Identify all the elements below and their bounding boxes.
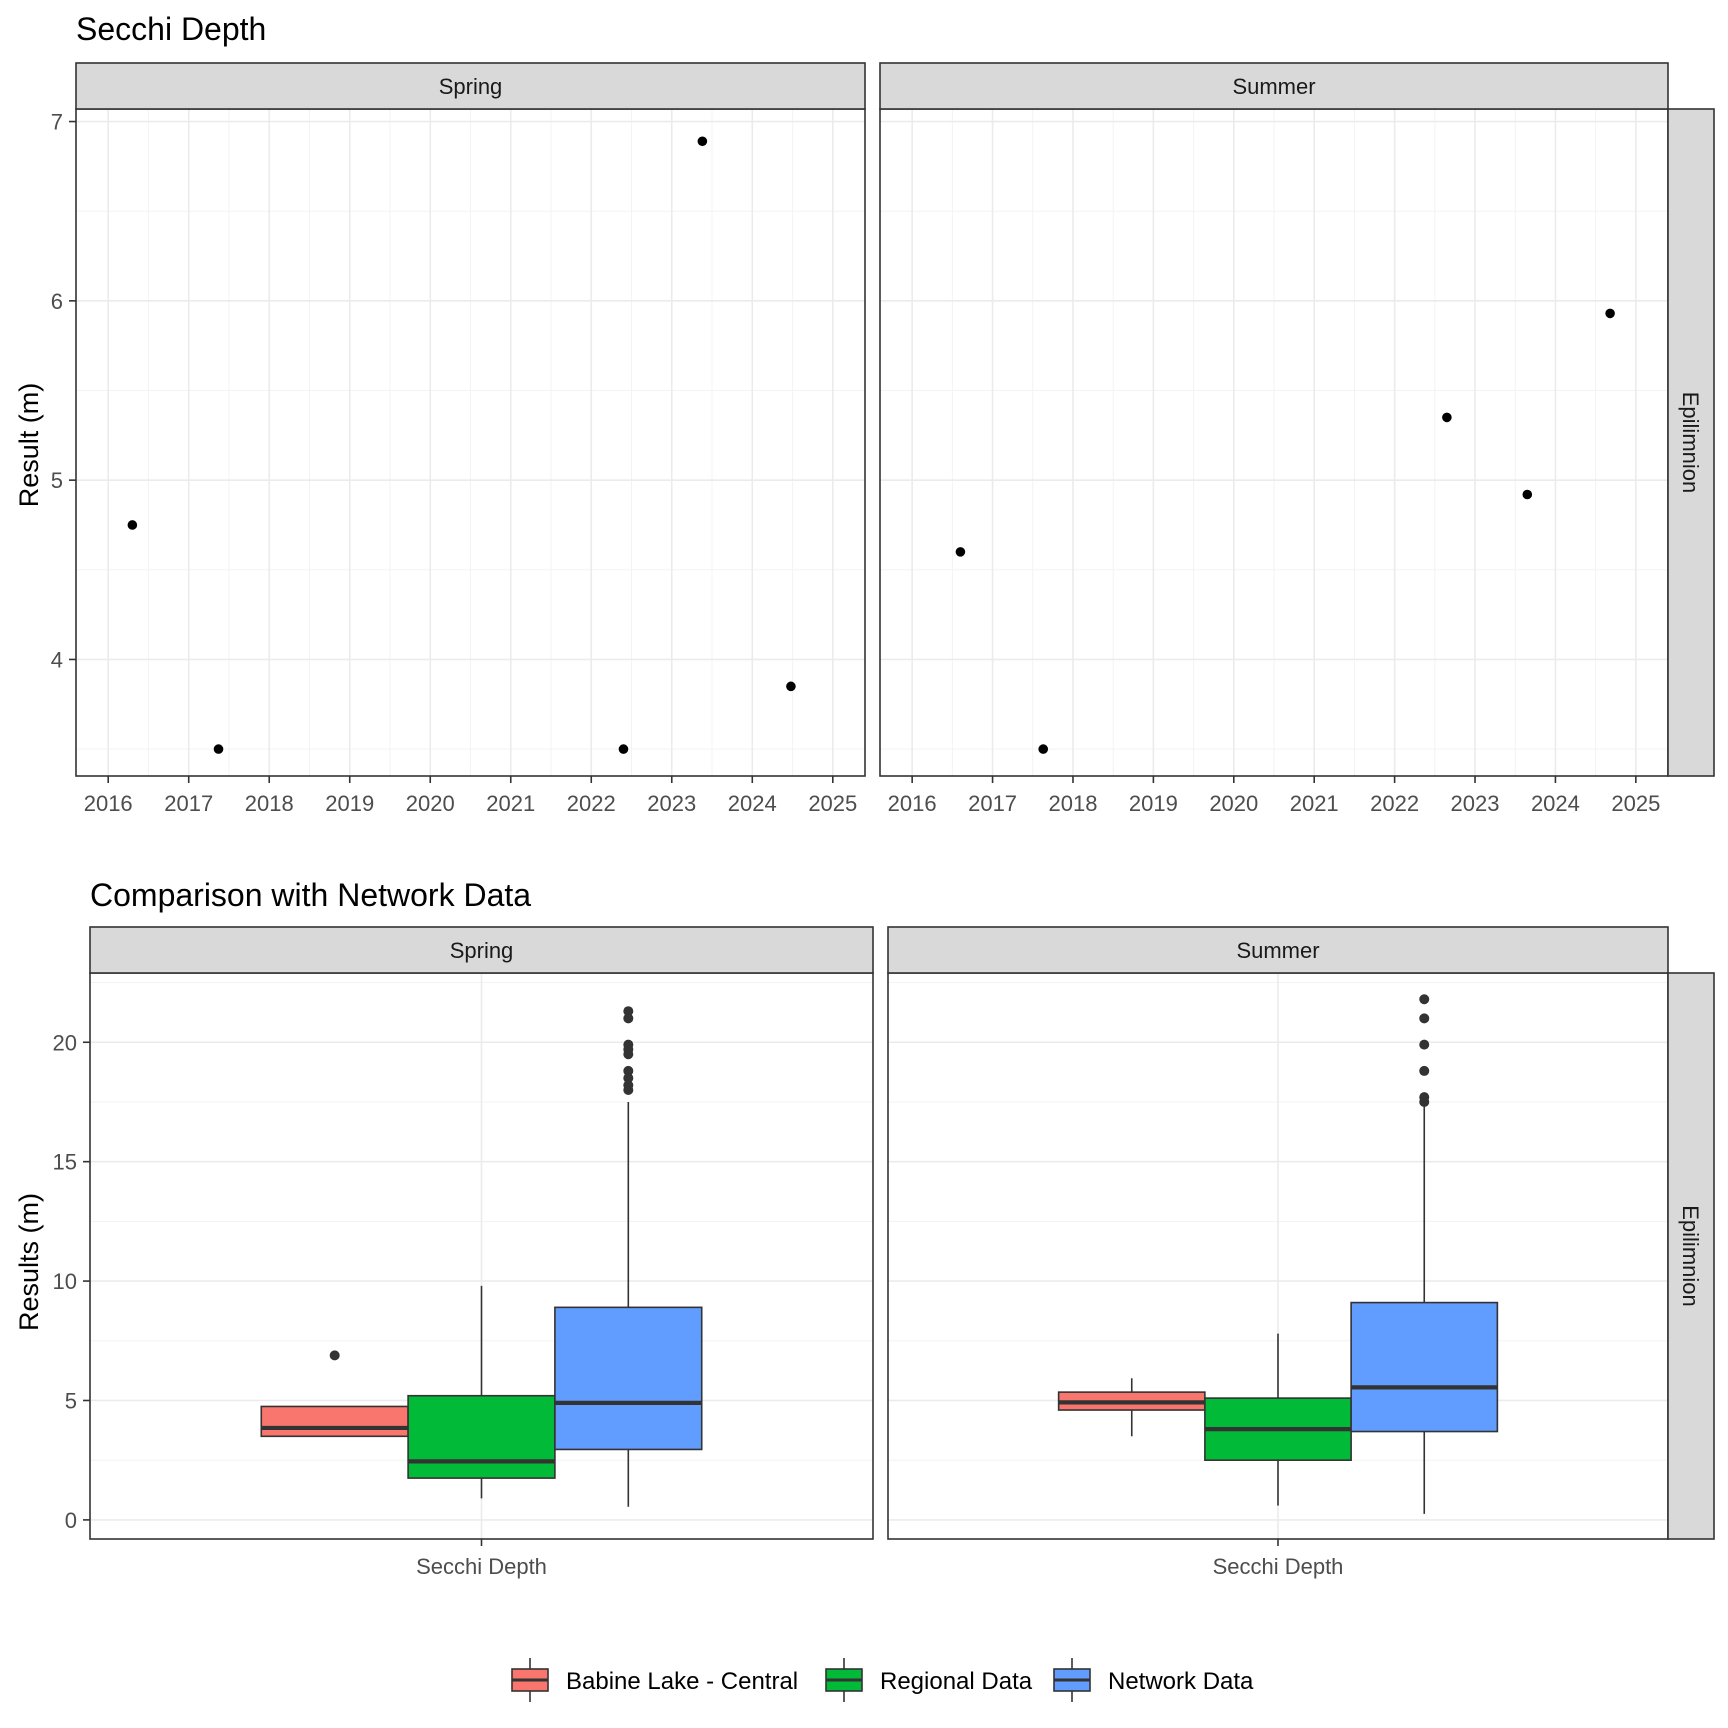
x-tick-label: 2022 xyxy=(567,791,616,816)
facet-label: Spring xyxy=(450,938,514,963)
row-strip-label: Epilimnion xyxy=(1678,392,1703,494)
y-tick-label: 7 xyxy=(51,110,63,135)
facet-strip xyxy=(75,62,866,110)
facet-panel-spring: Spring 2016 2017 2018 2019 2020 2021 2022 2023 20… xyxy=(51,62,866,816)
row-strip xyxy=(1667,108,1715,777)
y-tick-label: 10 xyxy=(53,1269,77,1294)
box-network-data xyxy=(554,1006,703,1507)
x-tick-label: 2017 xyxy=(968,791,1017,816)
data-point xyxy=(127,520,138,530)
y-tick-label: 6 xyxy=(51,289,63,314)
data-point xyxy=(1522,489,1533,500)
y-axis-label: Result (m) xyxy=(14,383,44,508)
row-strip xyxy=(1667,972,1715,1540)
box-network-data xyxy=(1350,994,1499,1514)
box-regional-data xyxy=(407,1285,556,1499)
x-tick-label: Secchi Depth xyxy=(416,1554,547,1579)
row-strip-label: Epilimnion xyxy=(1678,1205,1703,1307)
x-tick-label: 2020 xyxy=(406,791,455,816)
outlier-point xyxy=(623,1073,634,1084)
facet-label: Summer xyxy=(1232,74,1315,99)
box-body xyxy=(407,1394,556,1479)
outlier-point xyxy=(623,1039,634,1050)
legend-label: Network Data xyxy=(1108,1668,1254,1695)
facet-label: Summer xyxy=(1236,938,1319,963)
x-tick-label: 2016 xyxy=(888,791,937,816)
x-tick-label: 2024 xyxy=(728,791,777,816)
y-tick-label: 4 xyxy=(51,647,63,672)
legend-label: Babine Lake - Central xyxy=(566,1668,798,1695)
x-tick-label: 2023 xyxy=(647,791,696,816)
time-series-chart: Spring 2016 2017 2018 2019 2020 2021 2022 2023 20… xyxy=(51,62,1715,816)
outlier-point xyxy=(1419,994,1430,1005)
chart-title: Comparison with Network Data xyxy=(90,877,531,913)
outlier-point xyxy=(329,1350,340,1361)
facet-panel-summer: Summer Secchi Depth xyxy=(887,926,1669,1579)
legend-item: Babine Lake - Central xyxy=(511,1658,798,1702)
data-point xyxy=(786,681,796,692)
data-point xyxy=(955,547,966,557)
chart-title: Secchi Depth xyxy=(76,11,266,47)
outlier-point xyxy=(623,1065,634,1076)
legend-item: Network Data xyxy=(1053,1658,1254,1702)
data-point xyxy=(618,744,629,754)
y-tick-label: 0 xyxy=(65,1508,77,1533)
x-tick-label: 2023 xyxy=(1451,791,1500,816)
data-point xyxy=(1038,744,1049,754)
y-tick-label: 5 xyxy=(65,1388,77,1413)
x-tick-label: 2025 xyxy=(808,791,857,816)
legend-label: Regional Data xyxy=(880,1668,1033,1695)
x-tick-label: 2018 xyxy=(245,791,294,816)
y-tick-label: 5 xyxy=(51,468,63,493)
outlier-point xyxy=(1419,1039,1430,1050)
box-babine-lake-central xyxy=(260,1350,409,1438)
outlier-point xyxy=(1419,1065,1430,1076)
data-point xyxy=(213,744,224,754)
x-tick-label: 2022 xyxy=(1370,791,1419,816)
facet-panel-spring: Spring Secchi Depth 0 5 10 15 20 xyxy=(53,926,874,1579)
facet-label: Spring xyxy=(439,74,503,99)
data-point xyxy=(697,136,708,147)
x-tick-label: Secchi Depth xyxy=(1213,1554,1344,1579)
facet-panel-summer: Summer 2016 2017 2018 2019 2020 2021 2022 2023 20… xyxy=(879,62,1669,816)
outlier-point xyxy=(623,1013,634,1024)
x-tick-label: 2019 xyxy=(325,791,374,816)
y-axis-label: Results (m) xyxy=(14,1193,44,1331)
legend: Babine Lake - Central Regional Data Networ… xyxy=(511,1658,1254,1702)
outlier-point xyxy=(1419,1092,1430,1103)
x-tick-label: 2024 xyxy=(1531,791,1580,816)
box-body xyxy=(554,1306,703,1451)
legend-item: Regional Data xyxy=(825,1658,1033,1702)
outlier-point xyxy=(623,1006,634,1017)
facet-strip xyxy=(887,926,1669,974)
facet-strip xyxy=(879,62,1669,110)
x-tick-label: 2018 xyxy=(1049,791,1098,816)
y-tick-label: 15 xyxy=(53,1150,77,1175)
x-tick-label: 2016 xyxy=(84,791,133,816)
x-tick-label: 2020 xyxy=(1209,791,1258,816)
x-tick-label: 2017 xyxy=(164,791,213,816)
data-point xyxy=(1605,308,1615,319)
x-tick-label: 2021 xyxy=(1290,791,1339,816)
outlier-point xyxy=(1419,1013,1430,1024)
x-tick-label: 2021 xyxy=(486,791,535,816)
boxplot-chart: Spring Secchi Depth 0 5 10 15 20 Summer Secchi D… xyxy=(53,926,1715,1579)
y-tick-label: 20 xyxy=(53,1030,77,1055)
box-body xyxy=(260,1405,409,1438)
facet-strip xyxy=(89,926,874,974)
x-tick-label: 2019 xyxy=(1129,791,1178,816)
x-tick-label: 2025 xyxy=(1611,791,1660,816)
data-point xyxy=(1442,412,1452,423)
outlier-point xyxy=(623,1080,634,1091)
box-body xyxy=(1350,1301,1499,1433)
